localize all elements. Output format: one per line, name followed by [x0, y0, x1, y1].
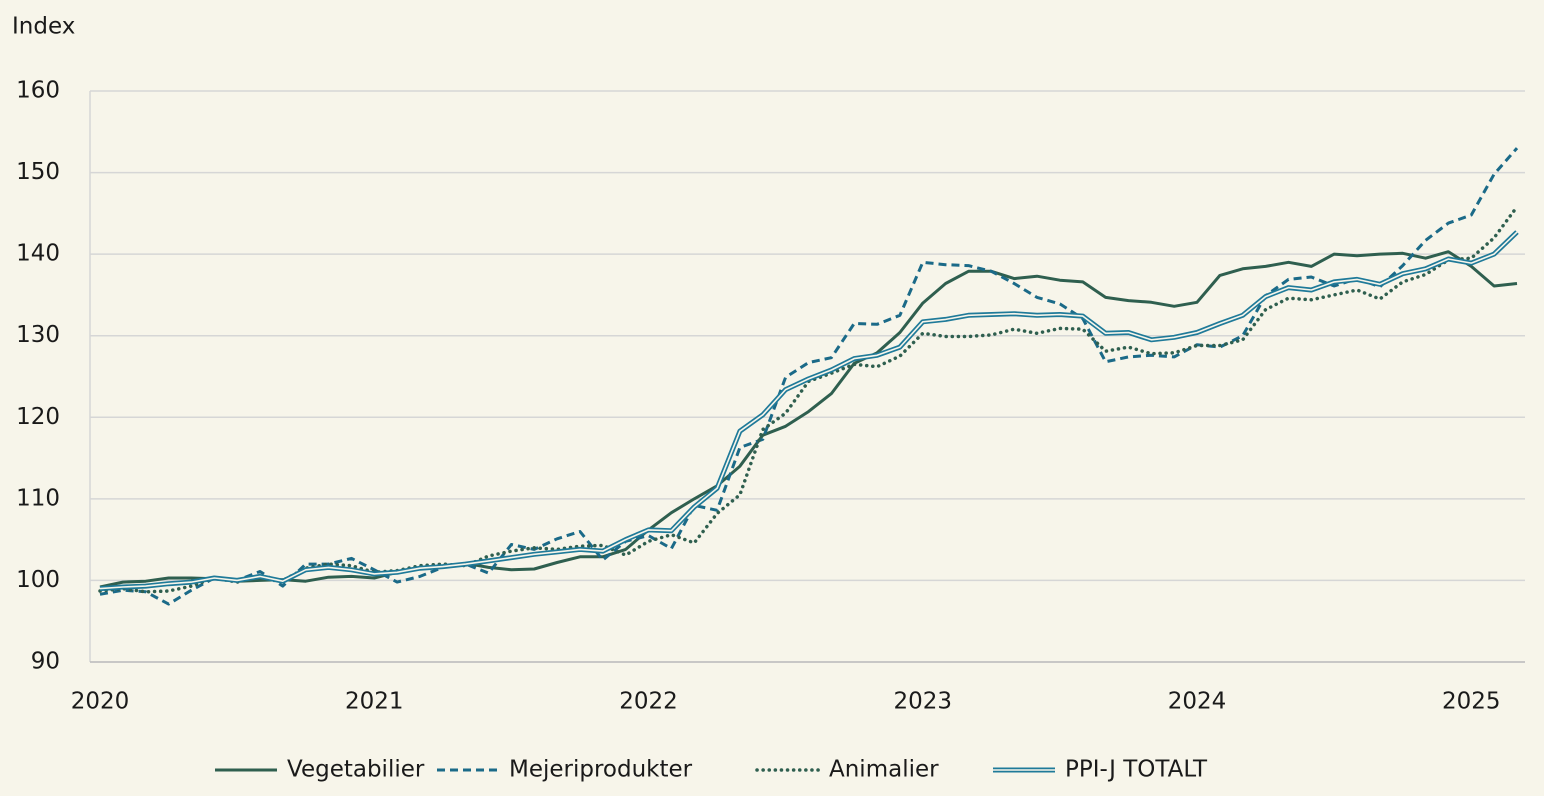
y-axis-label: Index	[12, 14, 75, 40]
y-tick-label: 120	[16, 404, 60, 430]
series-line-inner	[99, 231, 1518, 590]
y-tick-label: 160	[16, 78, 60, 104]
y-tick-label: 130	[16, 322, 60, 348]
x-tick-label: 2024	[1168, 689, 1227, 715]
x-tick-label: 2020	[71, 689, 130, 715]
series-line	[99, 147, 1519, 606]
legend-label: Animalier	[829, 757, 939, 783]
x-tick-label: 2025	[1442, 689, 1501, 715]
y-tick-label: 90	[31, 649, 60, 675]
legend-label: Mejeriprodukter	[509, 757, 693, 783]
x-tick-label: 2021	[345, 689, 404, 715]
y-tick-label: 110	[16, 485, 60, 511]
series-line	[99, 250, 1518, 589]
y-tick-label: 100	[16, 567, 60, 593]
y-tick-label: 150	[16, 159, 60, 185]
x-tick-label: 2022	[619, 689, 678, 715]
y-tick-label: 140	[16, 241, 60, 267]
x-tick-label: 2023	[894, 689, 953, 715]
legend-label: PPI-J TOTALT	[1065, 757, 1208, 783]
legend-label: Vegetabilier	[287, 757, 425, 783]
